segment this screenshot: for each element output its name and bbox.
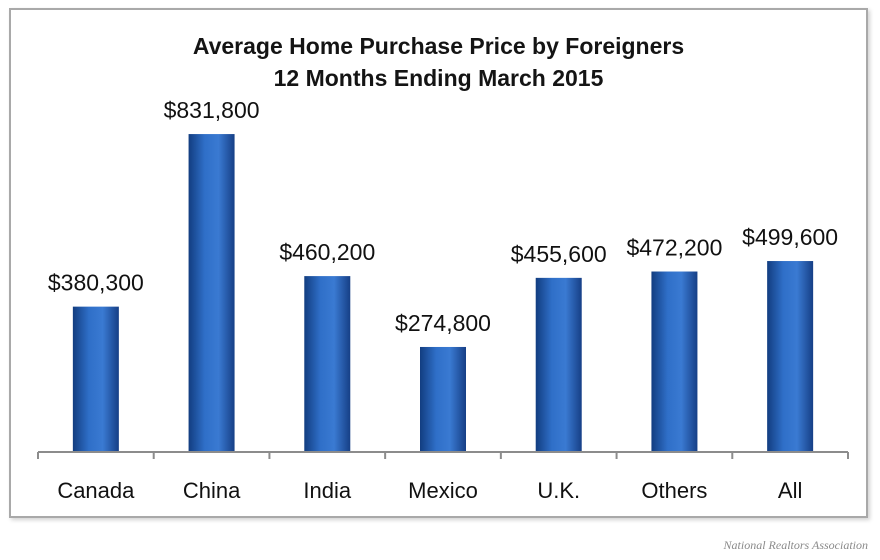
bars-group [72, 134, 814, 452]
tick-label-china: China [183, 478, 241, 503]
tick-label-all: All [778, 478, 802, 503]
source-credit: National Realtors Association [723, 538, 868, 552]
bar-mexico [420, 346, 466, 452]
bar-others [651, 271, 698, 452]
data-label-china: $831,800 [164, 97, 260, 123]
bar-uk [535, 277, 582, 452]
data-label-mexico: $274,800 [395, 310, 491, 336]
tick-labels-group: Canada China India Mexico U.K. Others All [57, 478, 802, 503]
chart-title: Average Home Purchase Price by Foreigner… [192, 33, 685, 59]
bar-all [767, 261, 814, 452]
data-label-others: $472,200 [626, 235, 722, 261]
data-label-canada: $380,300 [48, 270, 144, 296]
bar-china [188, 134, 235, 452]
chart-subtitle: 12 Months Ending March 2015 [273, 65, 604, 91]
data-label-uk: $455,600 [511, 241, 607, 267]
chart-title-block: Average Home Purchase Price by Foreigner… [9, 30, 868, 94]
bar-india [304, 276, 351, 452]
tick-label-mexico: Mexico [408, 478, 478, 503]
tick-label-uk: U.K. [537, 478, 580, 503]
data-label-all: $499,600 [742, 224, 838, 250]
tick-label-india: India [303, 478, 351, 503]
data-labels-group: $380,300 $831,800 $460,200 $274,800 $455,600… [48, 97, 838, 336]
tick-label-canada: Canada [57, 478, 135, 503]
tick-label-others: Others [641, 478, 707, 503]
x-axis [37, 451, 849, 459]
data-label-india: $460,200 [279, 239, 375, 265]
bar-canada [72, 306, 119, 452]
